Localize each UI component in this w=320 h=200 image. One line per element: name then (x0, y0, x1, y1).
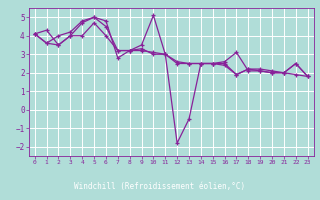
Text: Windchill (Refroidissement éolien,°C): Windchill (Refroidissement éolien,°C) (75, 182, 245, 192)
